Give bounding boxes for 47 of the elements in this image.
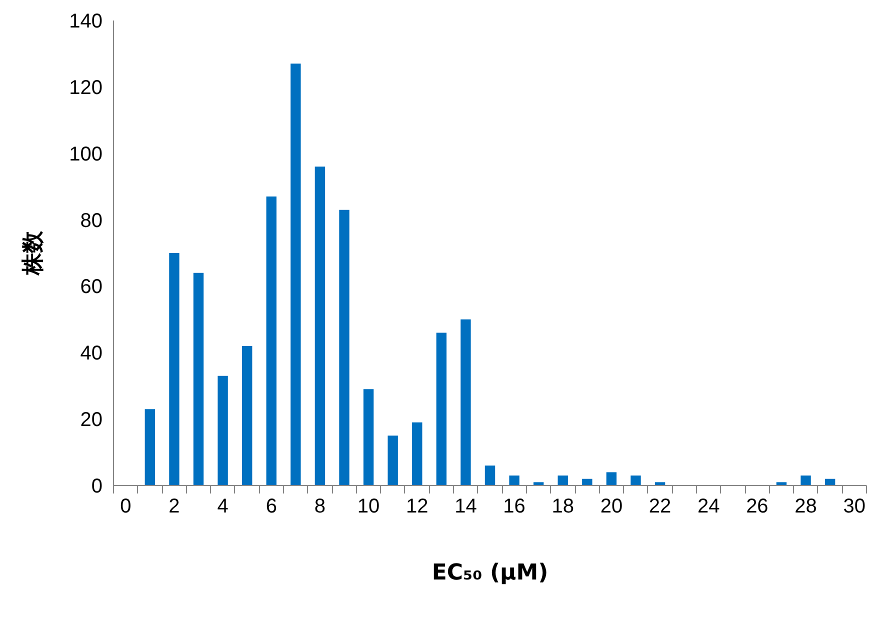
bar bbox=[218, 376, 228, 486]
bar bbox=[800, 476, 811, 486]
bar bbox=[144, 409, 156, 486]
bar bbox=[339, 210, 350, 486]
x-tick-label: 6 bbox=[266, 496, 277, 518]
x-tick-label: 30 bbox=[843, 496, 866, 518]
y-tick-label: 40 bbox=[80, 342, 103, 365]
x-tick-label: 0 bbox=[120, 496, 132, 518]
x-tick-label: 8 bbox=[314, 496, 326, 518]
x-tick-label: 10 bbox=[357, 496, 380, 518]
bar bbox=[412, 422, 422, 486]
x-tick-label: 2 bbox=[168, 496, 180, 518]
bar bbox=[582, 478, 592, 486]
y-tick-label: 140 bbox=[69, 10, 103, 32]
bar bbox=[290, 64, 301, 486]
x-tick-label: 16 bbox=[503, 496, 526, 518]
y-tick-label: 60 bbox=[80, 276, 103, 298]
x-axis-title: EC₅₀ (µM) bbox=[432, 560, 548, 586]
y-tick-label: 100 bbox=[69, 143, 103, 166]
bar bbox=[484, 466, 496, 486]
bar bbox=[630, 476, 641, 486]
bar bbox=[388, 436, 398, 486]
y-tick-label: 0 bbox=[91, 476, 102, 498]
x-tick-label: 20 bbox=[600, 496, 623, 518]
bar bbox=[266, 196, 276, 486]
y-tick-label: 20 bbox=[80, 409, 103, 432]
y-tick-label: 80 bbox=[80, 210, 103, 232]
x-tick-label: 14 bbox=[454, 496, 477, 518]
x-tick-label: 12 bbox=[406, 496, 428, 518]
x-tick-label: 18 bbox=[552, 496, 574, 518]
x-tick-label: 28 bbox=[794, 496, 817, 518]
x-tick-label: 24 bbox=[697, 496, 720, 518]
bar bbox=[314, 166, 326, 486]
bar bbox=[169, 253, 180, 486]
y-axis-title: 株数 bbox=[21, 230, 46, 276]
bar bbox=[242, 346, 252, 486]
x-tick-label: 4 bbox=[217, 496, 228, 518]
bar bbox=[363, 389, 374, 486]
bar bbox=[460, 319, 471, 486]
bar bbox=[193, 272, 204, 486]
bar bbox=[558, 476, 568, 486]
bar bbox=[509, 476, 520, 486]
y-tick-label: 120 bbox=[69, 76, 103, 99]
x-tick-label: 26 bbox=[746, 496, 768, 518]
x-tick-label: 22 bbox=[648, 496, 672, 518]
bar bbox=[606, 472, 617, 486]
bar bbox=[436, 332, 447, 486]
